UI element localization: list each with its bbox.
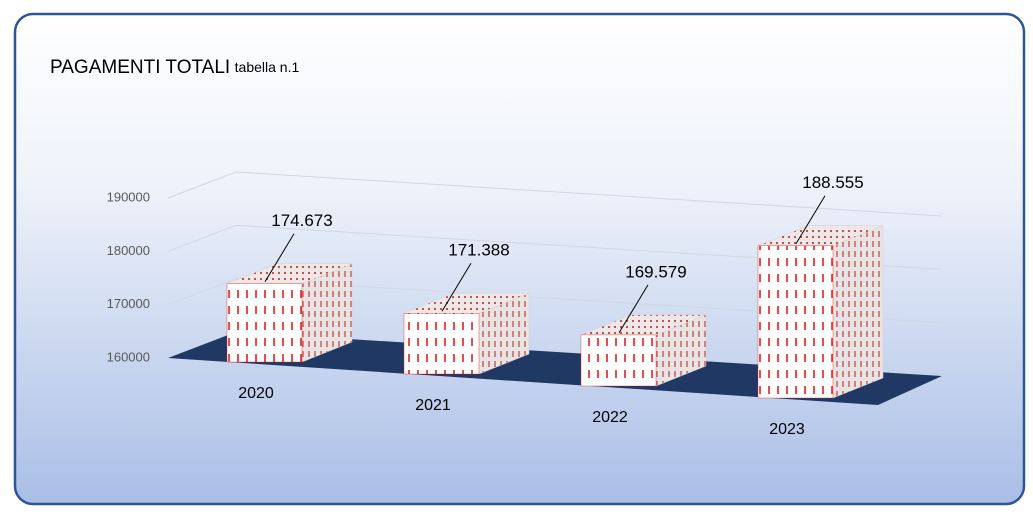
y-tick-label: 180000 [107, 243, 150, 258]
bar [580, 334, 657, 387]
title: PAGAMENTI TOTALI [50, 57, 230, 78]
leader-line [795, 195, 826, 244]
y-tick-label: 160000 [107, 349, 150, 364]
bar [403, 313, 480, 375]
data-label: 174.673 [271, 211, 332, 230]
leader-line [618, 284, 649, 334]
data-label: 171.388 [448, 241, 509, 260]
x-tick-label: 2022 [592, 409, 628, 426]
floor [168, 332, 942, 405]
leader-line [441, 263, 472, 312]
data-label: 169.579 [625, 262, 686, 281]
subtitle: tabella n.1 [235, 59, 300, 75]
grid-line [167, 224, 943, 270]
grid-line [167, 278, 943, 324]
x-tick-label: 2023 [769, 421, 805, 438]
leader-line [264, 233, 295, 283]
x-tick-label: 2020 [238, 385, 274, 402]
y-tick-label: 190000 [107, 189, 150, 204]
chart-title: PAGAMENTI TOTALI tabella n.1 [50, 57, 299, 78]
x-tick-label: 2021 [415, 397, 451, 414]
data-label: 188.555 [802, 173, 863, 192]
y-tick-label: 170000 [107, 296, 150, 311]
bar-side [832, 225, 884, 399]
grid-line [167, 171, 943, 217]
bar [226, 283, 303, 363]
bar [757, 245, 834, 399]
